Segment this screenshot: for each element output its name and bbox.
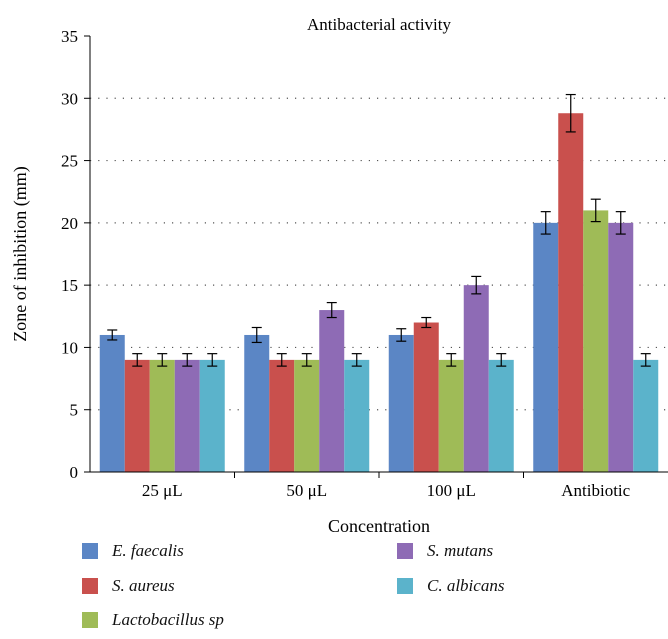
y-tick-label: 10	[61, 338, 78, 357]
bar	[388, 334, 414, 472]
bar	[199, 359, 225, 472]
bar	[124, 359, 150, 472]
x-tick-label: 100 μL	[427, 481, 476, 500]
y-tick-label: 30	[61, 89, 78, 108]
axes	[84, 35, 668, 478]
bar	[558, 113, 584, 472]
bar	[413, 322, 439, 472]
y-tick-label: 15	[61, 276, 78, 295]
bar	[438, 359, 464, 472]
y-tick-label: 5	[70, 401, 79, 420]
chart-title: Antibacterial activity	[307, 15, 451, 34]
bar	[344, 359, 370, 472]
bar	[269, 359, 295, 472]
x-tick-label: Antibiotic	[561, 481, 630, 500]
y-tick-label: 25	[61, 152, 78, 171]
y-tick-labels: 0 5 10 15 20 25 30 35	[61, 27, 78, 482]
bars	[99, 113, 659, 472]
bar	[463, 285, 489, 472]
bar	[174, 359, 200, 472]
x-tick-label: 50 μL	[286, 481, 327, 500]
y-tick-label: 20	[61, 214, 78, 233]
y-axis-label: Zone of inhibition (mm)	[10, 166, 31, 341]
x-tick-label: 25 μL	[142, 481, 183, 500]
bar	[488, 359, 514, 472]
y-tick-label: 0	[70, 463, 79, 482]
bar	[99, 334, 125, 472]
y-tick-label: 35	[61, 27, 78, 46]
bar	[319, 310, 345, 472]
bar	[533, 222, 559, 472]
bar	[583, 210, 609, 472]
error-bars	[107, 93, 651, 367]
bar	[608, 222, 634, 472]
bar	[294, 359, 320, 472]
bar	[149, 359, 175, 472]
x-axis-label: Concentration	[328, 516, 430, 536]
x-tick-labels: 25 μL 50 μL 100 μL Antibiotic	[142, 481, 631, 500]
bar	[244, 334, 270, 472]
bar	[633, 359, 659, 472]
